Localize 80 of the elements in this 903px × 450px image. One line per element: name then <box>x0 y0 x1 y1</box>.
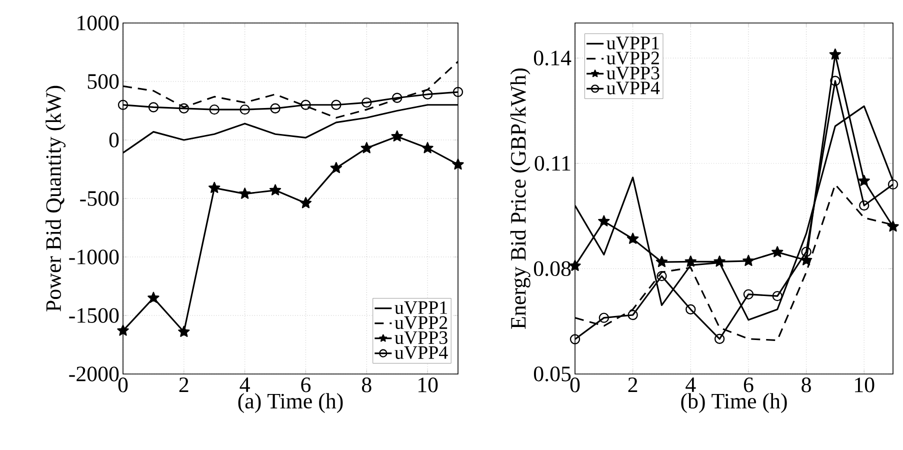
x-tick-label: 6 <box>744 378 754 392</box>
point <box>300 197 312 208</box>
y-tick-label: 0.08 <box>534 261 571 276</box>
point <box>240 104 250 115</box>
point <box>743 289 754 300</box>
point <box>362 97 372 108</box>
point <box>801 246 812 257</box>
point <box>858 174 870 186</box>
point <box>772 290 782 302</box>
x-tick-label: 8 <box>362 378 372 392</box>
point <box>714 256 726 267</box>
legend-label: uVPP2 <box>394 316 448 330</box>
point <box>598 312 610 323</box>
point <box>452 86 464 98</box>
point <box>656 256 668 268</box>
legend-label: uVPP3 <box>394 331 448 344</box>
y-tick-label: 0.05 <box>534 366 571 382</box>
point <box>330 162 342 174</box>
y-tick-label: -2000 <box>69 366 119 382</box>
point <box>360 142 372 154</box>
x-tick-label: 2 <box>179 378 188 392</box>
y-tick-label: 1000 <box>78 16 119 30</box>
point <box>208 182 220 194</box>
point <box>391 130 403 142</box>
point <box>829 48 842 60</box>
point <box>684 256 696 267</box>
point <box>270 103 280 114</box>
point <box>178 103 190 114</box>
point <box>772 246 784 258</box>
x-tick-label: 10 <box>418 378 438 392</box>
point <box>656 270 667 282</box>
point <box>887 220 899 232</box>
y-axis-title: Energy Bid Price (GBP/kWh) <box>510 68 530 329</box>
y-tick-label: 0 <box>109 132 119 148</box>
x-tick-label: 8 <box>802 378 811 392</box>
point <box>830 76 840 86</box>
point <box>452 158 464 170</box>
point <box>628 310 638 320</box>
point <box>118 100 128 110</box>
y-tick-label: -1000 <box>69 250 119 264</box>
point <box>392 92 402 103</box>
y-tick-label: 500 <box>88 74 119 89</box>
point <box>422 142 434 154</box>
point <box>626 232 639 244</box>
point <box>800 254 812 266</box>
point <box>742 254 754 266</box>
x-axis-title: (a) Time (h) <box>238 393 343 414</box>
x-axis-title: (b) Time (h) <box>681 393 787 414</box>
y-tick-label: 0.14 <box>534 50 572 66</box>
point <box>422 89 433 100</box>
x-tick-label: 6 <box>301 378 311 392</box>
x-tick-label: 2 <box>628 378 638 392</box>
y-tick-label: -500 <box>80 191 119 206</box>
point <box>209 104 220 115</box>
legend-label: uVPP1 <box>606 36 659 50</box>
point <box>148 102 159 112</box>
point <box>238 188 251 199</box>
y-tick-label: 0.11 <box>534 156 570 171</box>
point <box>598 215 610 226</box>
legend-label: uVPP3 <box>606 66 660 80</box>
y-axis-title: Power Bid Quantity (kW) <box>46 86 66 312</box>
point <box>148 292 160 303</box>
point <box>269 184 282 196</box>
point <box>117 324 129 336</box>
point <box>331 100 342 110</box>
point <box>300 100 311 110</box>
point <box>859 200 870 211</box>
point <box>570 334 580 344</box>
x-tick-label: 10 <box>855 378 874 392</box>
point <box>714 334 725 344</box>
legend-label: uVPP2 <box>606 52 659 64</box>
legend-label: uVPP1 <box>394 301 447 314</box>
x-tick-label: 4 <box>240 378 250 392</box>
point <box>686 304 696 314</box>
point <box>888 179 898 190</box>
point <box>178 326 190 337</box>
legend-label: uVPP4 <box>606 82 660 94</box>
y-tick-label: -1500 <box>69 308 119 323</box>
x-tick-label: 4 <box>686 378 696 392</box>
legend-label: uVPP4 <box>394 346 448 360</box>
